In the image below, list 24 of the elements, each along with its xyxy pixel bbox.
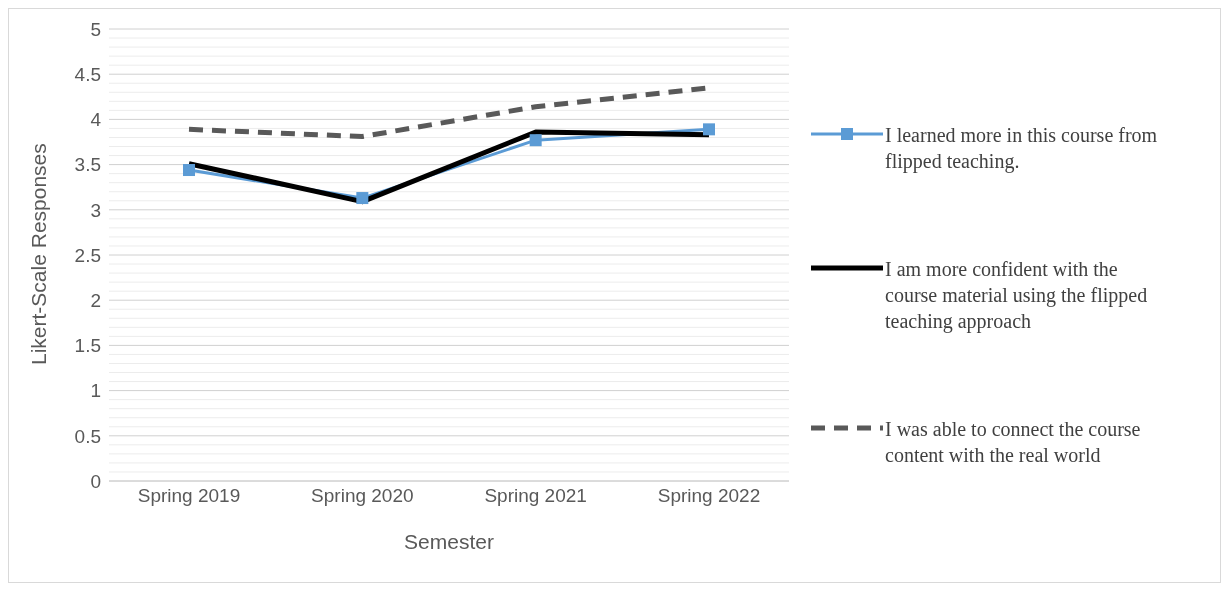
x-tick-label: Spring 2019 (137, 485, 241, 507)
y-tick-label: 4 (90, 109, 102, 131)
y-tick-label: 1.5 (74, 335, 101, 357)
y-axis-title: Likert-Scale Responses (27, 143, 51, 365)
y-tick-label: 1 (90, 380, 101, 402)
point (183, 164, 195, 177)
point (529, 134, 542, 147)
y-tick-label: 3 (90, 199, 101, 221)
y-tick-label: 3.5 (74, 154, 101, 176)
legend-label: I learned more in this course from flipped teaching. (885, 123, 1159, 174)
x-tick-label: Spring 2022 (657, 485, 761, 507)
y-tick-label: 4.5 (74, 63, 101, 85)
x-tick-label: Spring 2021 (484, 485, 587, 507)
y-tick-label: 0.5 (74, 425, 101, 447)
y-tick-label: 2.5 (74, 244, 101, 266)
legend-label: I am more confident with the course material using the flipped teaching approach (885, 257, 1149, 334)
point (356, 192, 369, 205)
y-tick-label: 2 (90, 289, 101, 311)
y-tick-label: 5 (90, 18, 101, 40)
y-tick-label: 0 (90, 470, 101, 492)
point (703, 123, 715, 136)
x-axis-title: Semester (404, 530, 494, 553)
legend-label: I was able to connect the course content with the real world (885, 417, 1142, 468)
x-tick-label: Spring 2020 (311, 485, 414, 507)
